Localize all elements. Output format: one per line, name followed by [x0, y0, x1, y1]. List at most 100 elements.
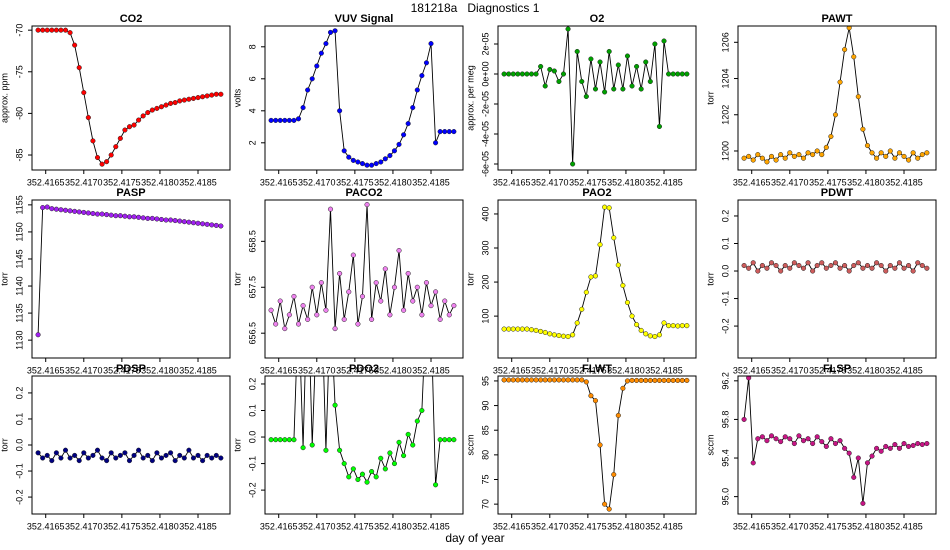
data-point	[401, 453, 407, 459]
data-point	[181, 219, 187, 225]
data-point	[186, 447, 192, 453]
plot-area	[741, 260, 930, 274]
data-point	[643, 331, 649, 337]
data-point	[277, 298, 283, 304]
data-point	[528, 327, 535, 333]
data-point	[85, 455, 91, 461]
data-point	[378, 298, 384, 304]
data-point	[597, 442, 603, 448]
data-point	[764, 438, 770, 444]
y-tick-label: 1200	[720, 141, 730, 161]
data-point	[574, 320, 580, 326]
y-tick-label: -0.2	[14, 489, 24, 505]
data-point	[405, 431, 411, 437]
y-tick-label: 95.4	[720, 449, 730, 467]
data-point	[887, 262, 893, 269]
data-point	[538, 328, 544, 334]
data-point	[556, 78, 562, 85]
data-point	[99, 161, 105, 167]
data-point	[684, 71, 690, 77]
series-line	[504, 206, 687, 338]
plot-area	[268, 315, 457, 488]
x-tick-label: 352.4170	[65, 177, 103, 187]
y-tick-label: -6e-05	[480, 151, 490, 177]
data-point	[638, 327, 644, 333]
y-axis-label: torr	[232, 272, 242, 286]
data-point	[570, 332, 576, 338]
data-point	[910, 268, 916, 274]
x-axis-label: day of year	[445, 531, 504, 545]
y-tick-label: -0.1	[247, 456, 257, 472]
data-point	[350, 252, 356, 258]
data-point	[108, 212, 114, 218]
data-point	[318, 280, 324, 286]
y-tick-label: 0.1	[247, 404, 257, 417]
data-point	[864, 262, 871, 269]
data-point	[814, 148, 820, 154]
data-point	[429, 315, 434, 320]
data-point	[423, 60, 429, 66]
y-tick-label: 8	[247, 44, 257, 49]
data-point	[892, 155, 898, 161]
data-point	[823, 144, 829, 150]
data-point	[842, 46, 848, 53]
data-point	[896, 150, 902, 156]
data-point	[305, 316, 311, 322]
x-tick-label: 352.4175	[569, 365, 607, 375]
x-tick-label: 352.4170	[298, 177, 336, 187]
data-point	[72, 42, 78, 48]
panel-title: FLSP	[823, 363, 851, 375]
data-point	[396, 247, 402, 254]
data-point	[410, 442, 416, 448]
data-point	[661, 320, 667, 326]
y-tick-label: 96.2	[720, 372, 730, 390]
x-tick-label: 352.4180	[374, 365, 412, 375]
data-point	[896, 445, 902, 451]
x-tick-label: 352.4165	[27, 177, 65, 187]
data-point	[611, 235, 617, 241]
data-point	[81, 209, 87, 215]
data-point	[570, 377, 576, 383]
y-axis-label: torr	[0, 272, 9, 286]
data-point	[218, 223, 224, 229]
data-point	[746, 153, 752, 159]
y-tick-label: 85	[480, 425, 490, 435]
data-point	[300, 445, 306, 451]
data-point	[755, 268, 761, 274]
x-tick-label: 352.4185	[645, 177, 683, 187]
data-point	[652, 333, 658, 340]
data-point	[149, 107, 155, 113]
data-point	[172, 218, 178, 224]
data-point	[327, 206, 334, 212]
x-tick-label: 352.4175	[569, 521, 607, 531]
y-tick-label: -0.2	[247, 482, 257, 498]
data-point	[154, 105, 160, 111]
data-point	[442, 298, 448, 304]
data-point	[551, 332, 557, 338]
data-point	[67, 30, 73, 36]
data-point	[675, 71, 681, 77]
x-tick-label: 352.4180	[607, 365, 645, 375]
panel-title: PAWT	[822, 13, 853, 25]
data-point	[638, 86, 644, 92]
data-point	[94, 211, 101, 217]
data-point	[750, 260, 756, 266]
data-point	[661, 377, 667, 383]
data-point	[136, 447, 142, 453]
data-point	[670, 377, 676, 383]
data-point	[158, 104, 165, 110]
data-point	[149, 215, 155, 221]
data-point	[892, 265, 898, 271]
data-point	[314, 312, 320, 318]
data-point	[387, 450, 393, 456]
data-point	[81, 90, 87, 96]
data-point	[387, 312, 393, 318]
data-point	[117, 452, 123, 458]
data-point	[647, 377, 653, 383]
data-point	[177, 452, 183, 458]
data-point	[72, 452, 78, 458]
data-point	[919, 152, 925, 158]
data-point	[860, 126, 866, 132]
plot-area	[35, 204, 224, 338]
